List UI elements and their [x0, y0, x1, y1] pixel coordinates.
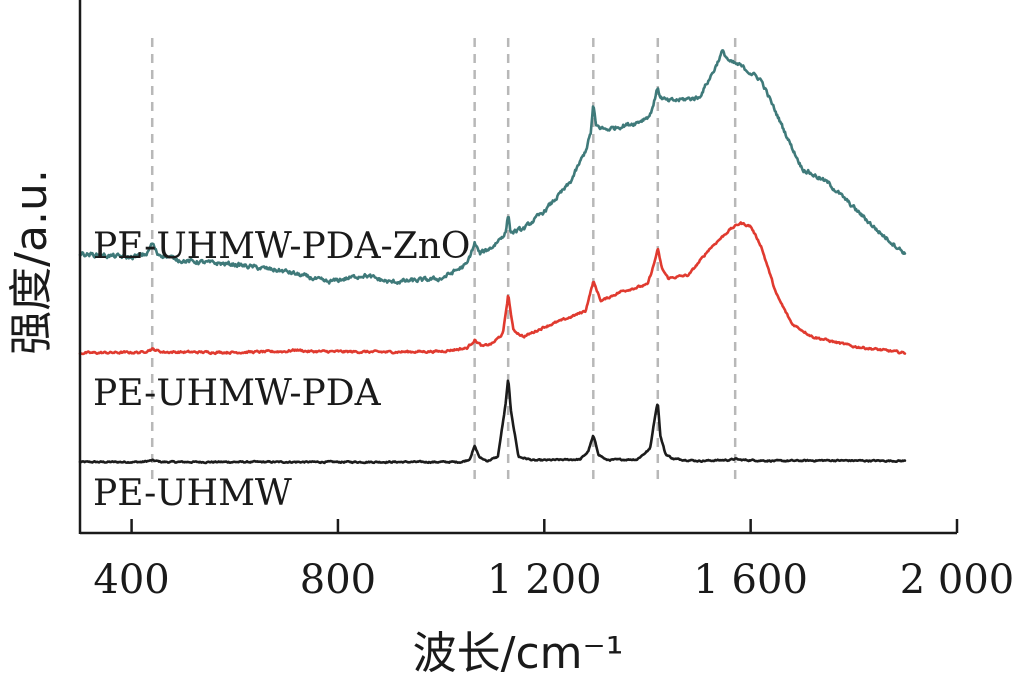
- series-line-pe-uhmw-pda-zno: [78, 49, 907, 285]
- x-tick-label: 800: [300, 557, 376, 603]
- x-axis-title: 波长/cm⁻¹: [413, 628, 624, 678]
- x-tick-label: 400: [93, 557, 169, 603]
- x-tick-label: 2 000: [900, 557, 1015, 603]
- y-axis-title: 强度/a.u.: [6, 169, 57, 355]
- series-labels: PE-UHMW PE-UHMW-PDA PE-UHMW-PDA-ZnO: [93, 226, 470, 514]
- series-label-pe-uhmw: PE-UHMW: [93, 473, 292, 514]
- series-label-pe-uhmw-pda: PE-UHMW-PDA: [93, 373, 382, 414]
- x-tick-label: 1 600: [693, 557, 808, 603]
- x-axis: 400 800 1 200 1 600 2 000: [80, 519, 1014, 603]
- series-label-pe-uhmw-pda-zno: PE-UHMW-PDA-ZnO: [93, 226, 470, 267]
- spectra: [78, 49, 907, 465]
- x-tick-label: 1 200: [487, 557, 602, 603]
- series-line-pe-uhmw-pda: [78, 221, 907, 356]
- series-line-pe-uhmw: [78, 379, 907, 465]
